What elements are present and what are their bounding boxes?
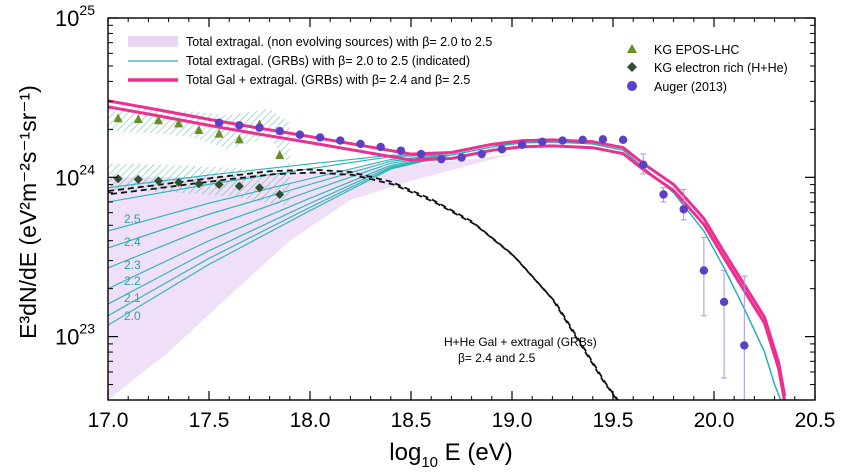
annotation-line-1: H+He Gal + extragal (GRBs) bbox=[444, 335, 597, 349]
kg-erich-point bbox=[113, 174, 123, 184]
total-gal-extragal-curve bbox=[108, 105, 786, 400]
beta-label: 2.1 bbox=[124, 291, 141, 305]
beta-label: 2.0 bbox=[124, 309, 141, 323]
auger-point bbox=[538, 137, 547, 147]
legend-label-auger: Auger (2013) bbox=[654, 80, 727, 94]
kg-epos-point bbox=[194, 125, 204, 135]
kg-erich-point bbox=[174, 177, 184, 187]
axis-ticks: 17.0 17.5 18.0 18.5 19.0 19.5 20.0 20.5 1023 1024… bbox=[55, 2, 836, 432]
auger-point bbox=[517, 140, 527, 149]
kg-erich-point bbox=[255, 183, 264, 193]
x-tick-label: 18.5 bbox=[391, 409, 432, 432]
auger-point bbox=[214, 118, 224, 127]
auger-point bbox=[719, 297, 729, 307]
legend-band-swatch bbox=[128, 36, 178, 47]
kg-erich-point bbox=[234, 181, 244, 191]
x-tick-label: 17.5 bbox=[189, 409, 230, 432]
hhe-dashed-curve bbox=[108, 168, 618, 400]
y-tick-label: 1023 bbox=[55, 321, 95, 350]
auger-point bbox=[598, 135, 608, 144]
kg-epos-hatched-band bbox=[108, 107, 290, 168]
plot-frame bbox=[107, 17, 816, 401]
auger-point bbox=[437, 154, 446, 164]
beta-label: 2.4 bbox=[124, 235, 141, 249]
legend-label-kg-erich: KG electron rich (H+He) bbox=[654, 61, 788, 75]
legend-label-band: Total extragal. (non evolving sources) w… bbox=[186, 35, 492, 49]
kg-epos-point bbox=[154, 115, 163, 125]
grb-beta-curve bbox=[108, 138, 782, 400]
y-tick-label: 1024 bbox=[55, 161, 95, 190]
kg-erich-point bbox=[275, 189, 285, 199]
auger-point bbox=[497, 145, 507, 154]
x-tick-label: 17.0 bbox=[88, 409, 129, 432]
auger-point bbox=[457, 153, 466, 162]
x-axis-label: log10 E (eV) bbox=[389, 439, 512, 471]
kg-epos-point bbox=[113, 113, 123, 123]
auger-point bbox=[558, 136, 567, 145]
legend-left: Total extragal. (non evolving sources) w… bbox=[128, 35, 492, 87]
legend-label-kg-epos: KG EPOS-LHC bbox=[654, 43, 739, 57]
kg-erich-point bbox=[154, 176, 163, 186]
auger-point bbox=[639, 160, 648, 169]
legend-circle-marker bbox=[627, 81, 637, 91]
legend-right: KG EPOS-LHC KG electron rich (H+He) Auge… bbox=[627, 43, 788, 94]
legend-diamond-marker bbox=[627, 62, 637, 72]
kg-epos-point bbox=[174, 118, 184, 128]
kg-erich-point bbox=[133, 174, 143, 184]
x-tick-label: 20.5 bbox=[795, 409, 836, 432]
y-tick-label: 1025 bbox=[55, 2, 95, 31]
auger-point bbox=[416, 149, 426, 159]
auger-point bbox=[295, 130, 305, 139]
kg-erich-point bbox=[194, 179, 204, 189]
auger-point bbox=[699, 266, 709, 275]
auger-point bbox=[376, 142, 385, 152]
auger-point bbox=[235, 121, 244, 130]
annotation-line-2: β= 2.4 and 2.5 bbox=[458, 351, 536, 365]
x-tick-label: 20.0 bbox=[694, 409, 735, 432]
x-tick-label: 19.0 bbox=[492, 409, 533, 432]
beta-label: 2.3 bbox=[124, 258, 141, 272]
legend-label-thin-line: Total extragal. (GRBs) with β= 2.0 to 2.… bbox=[186, 54, 470, 68]
auger-point bbox=[315, 133, 325, 142]
auger-point bbox=[618, 135, 628, 144]
auger-point bbox=[356, 139, 365, 149]
non-evolving-band bbox=[108, 154, 512, 400]
auger-point bbox=[659, 190, 668, 199]
plot-content bbox=[108, 99, 787, 400]
hhe-dashed-curve bbox=[110, 171, 619, 400]
auger-point bbox=[275, 126, 284, 136]
auger-point bbox=[255, 123, 264, 132]
legend-label-thick-line: Total Gal + extragal. (GRBs) with β= 2.4… bbox=[186, 73, 470, 87]
x-tick-label: 18.0 bbox=[290, 409, 331, 432]
auger-point bbox=[578, 135, 587, 144]
auger-point bbox=[477, 149, 486, 159]
y-axis-label: E³dN/dE (eV²m⁻²s⁻¹sr⁻¹) bbox=[15, 85, 41, 339]
kg-epos-point bbox=[234, 134, 244, 144]
legend-triangle-marker bbox=[627, 44, 637, 53]
auger-point bbox=[336, 136, 345, 145]
kg-epos-point bbox=[133, 114, 143, 124]
beta-labels: 2.5 2.4 2.3 2.2 2.1 2.0 bbox=[124, 212, 141, 323]
beta-label: 2.5 bbox=[124, 212, 141, 226]
auger-point bbox=[396, 146, 406, 155]
kg-erich-point bbox=[214, 180, 224, 190]
x-tick-label: 19.5 bbox=[593, 409, 634, 432]
auger-point bbox=[740, 341, 749, 350]
auger-point bbox=[679, 205, 688, 214]
beta-label: 2.2 bbox=[124, 274, 141, 288]
kg-epos-point bbox=[275, 150, 285, 160]
kg-epos-point bbox=[214, 128, 224, 138]
